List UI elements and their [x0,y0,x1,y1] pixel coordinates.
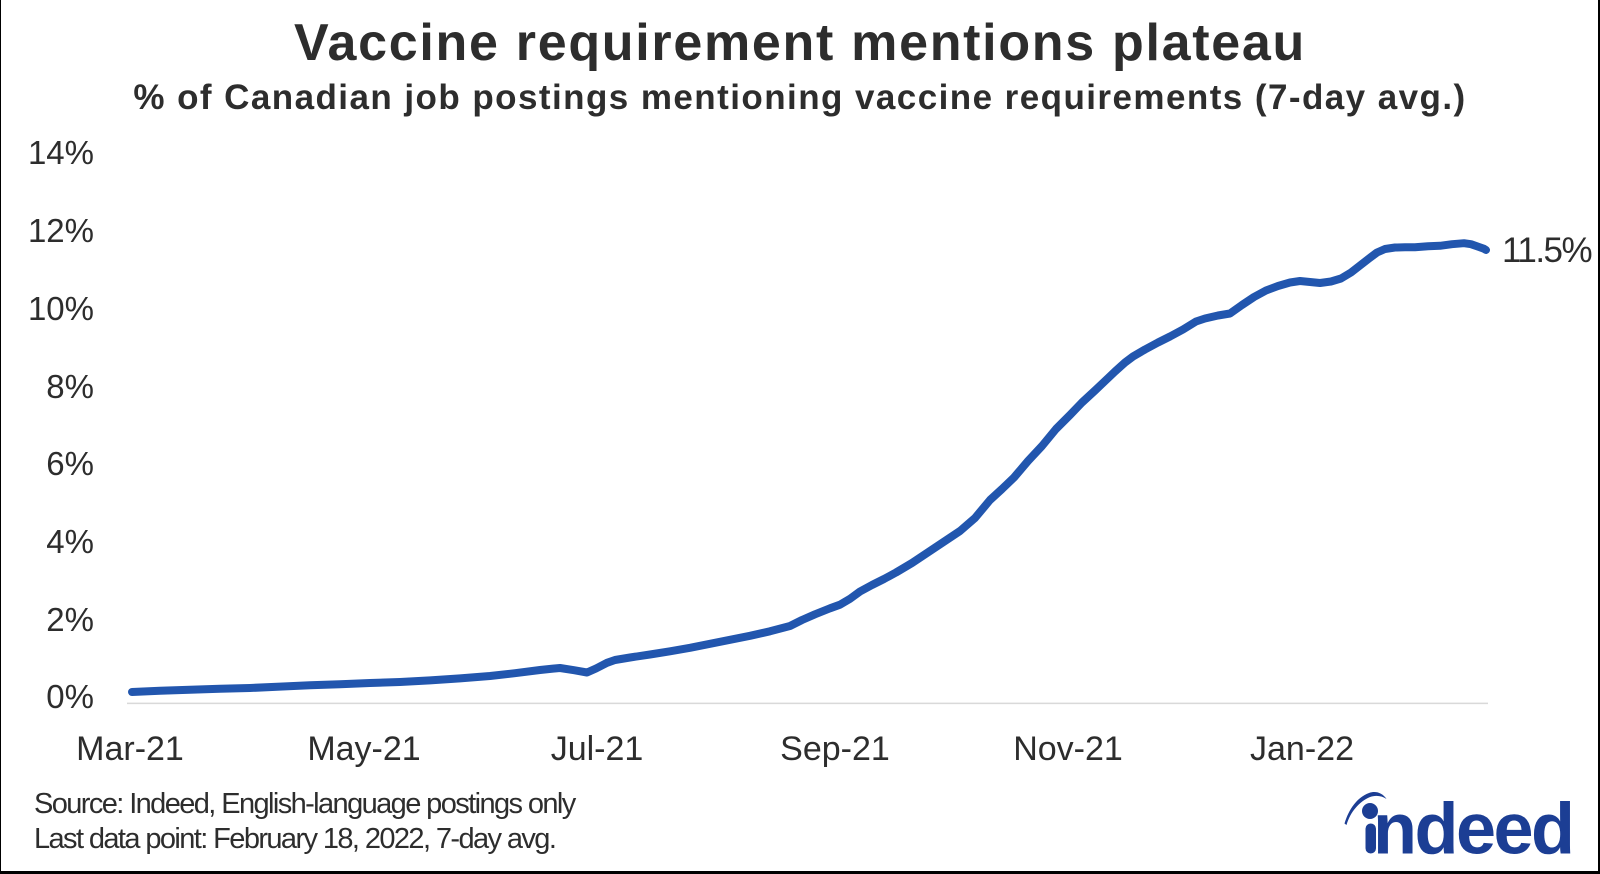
svg-text:ndeed: ndeed [1373,790,1573,870]
